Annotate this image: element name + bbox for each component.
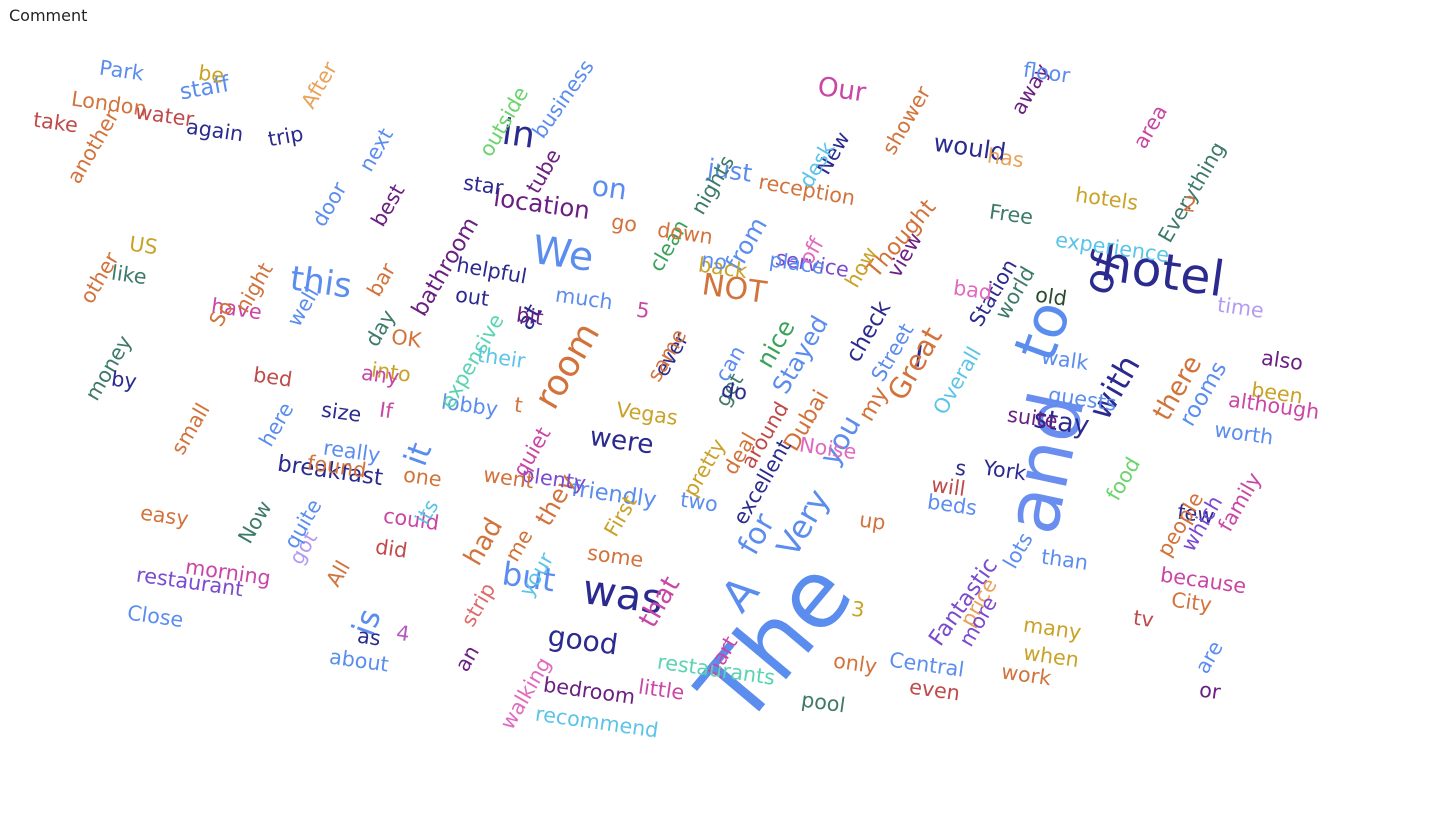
word-even: even: [907, 674, 962, 706]
word-bad: bad: [951, 275, 994, 305]
word-if: If: [377, 397, 395, 424]
word-shower: shower: [877, 82, 936, 159]
word-also: also: [1259, 345, 1305, 376]
word-had: had: [458, 512, 510, 571]
word-door: door: [307, 178, 352, 231]
word-here: here: [254, 398, 299, 451]
word-easy: easy: [138, 500, 191, 532]
word-night: night: [230, 258, 278, 317]
word-park: Park: [97, 55, 146, 86]
word-only: only: [831, 648, 879, 679]
word-helpful: helpful: [454, 252, 529, 289]
word-two: two: [678, 487, 720, 517]
word-best: best: [366, 179, 410, 231]
word-about: about: [327, 644, 391, 677]
word-noise: Noise: [797, 432, 858, 465]
word-take: take: [31, 107, 80, 138]
word-as: as: [355, 623, 383, 651]
word-much: much: [553, 282, 615, 315]
word-star: star: [461, 170, 505, 200]
word-close: Close: [125, 600, 185, 633]
word-bedroom: bedroom: [541, 672, 637, 710]
word-than: than: [1039, 544, 1090, 575]
word-t: t: [512, 392, 525, 418]
word-any: any: [359, 360, 401, 390]
word-tv: tv: [1131, 605, 1156, 633]
word-room: room: [526, 315, 609, 417]
word-5: 5: [634, 297, 652, 324]
word-next: next: [354, 123, 399, 176]
visual-title: Comment: [9, 6, 88, 25]
word-area: area: [1128, 100, 1173, 153]
word-are: are: [1190, 636, 1228, 678]
word-again: again: [184, 114, 245, 147]
word-hotels: hotels: [1073, 182, 1140, 216]
word-we: We: [529, 226, 597, 281]
word-little: little: [636, 674, 686, 705]
word-although: although: [1226, 387, 1321, 425]
word-now: Now: [233, 496, 277, 548]
word-did: did: [373, 534, 409, 563]
word-up: up: [857, 507, 888, 535]
word-business: business: [527, 55, 599, 143]
word-go: go: [609, 209, 639, 237]
word-old: old: [1033, 282, 1069, 311]
word-4: 4: [394, 620, 412, 647]
word-were: were: [587, 421, 656, 461]
word-pool: pool: [799, 687, 847, 718]
word-floor: floor: [1021, 57, 1072, 88]
word-out: out: [453, 282, 491, 312]
word-worth: worth: [1212, 417, 1275, 450]
word-beds: beds: [925, 489, 979, 521]
word-like: like: [109, 260, 149, 290]
word-one: one: [401, 462, 444, 492]
word-bed: bed: [251, 362, 294, 392]
word-ok: OK: [389, 324, 423, 353]
word-all: All: [321, 556, 355, 591]
word-or: or: [1197, 677, 1223, 705]
word-went: went: [481, 462, 536, 494]
word-by: by: [109, 366, 139, 394]
word-no: no: [699, 247, 729, 275]
word-has: has: [985, 143, 1026, 173]
word-on: on: [589, 169, 630, 207]
word-our: Our: [815, 71, 868, 109]
word-vegas: Vegas: [614, 397, 680, 430]
word-good: good: [545, 619, 620, 662]
word-time: time: [1215, 292, 1266, 323]
word-work: work: [999, 659, 1053, 691]
word-lots: lots: [998, 528, 1038, 573]
word-bit: bit: [514, 302, 545, 331]
word-us: US: [127, 231, 160, 260]
word-york: York: [981, 455, 1028, 486]
word-trip: trip: [266, 121, 306, 152]
word-very: Very: [768, 482, 838, 564]
word-after: After: [296, 57, 342, 113]
word-be: be: [196, 60, 226, 88]
word-2: 2: [1181, 191, 1199, 218]
word-size: size: [319, 397, 363, 427]
word-an: an: [450, 641, 485, 676]
word-bar: bar: [362, 258, 401, 301]
word-free: Free: [987, 199, 1035, 230]
word-do: do: [719, 377, 749, 405]
word-recommend: recommend: [533, 701, 660, 743]
word-strip: strip: [456, 578, 501, 631]
word-city: City: [1169, 587, 1214, 617]
word-food: food: [1101, 453, 1145, 505]
word-many: many: [1021, 612, 1083, 645]
word-walk: walk: [1039, 344, 1090, 375]
word-small: small: [166, 398, 215, 459]
